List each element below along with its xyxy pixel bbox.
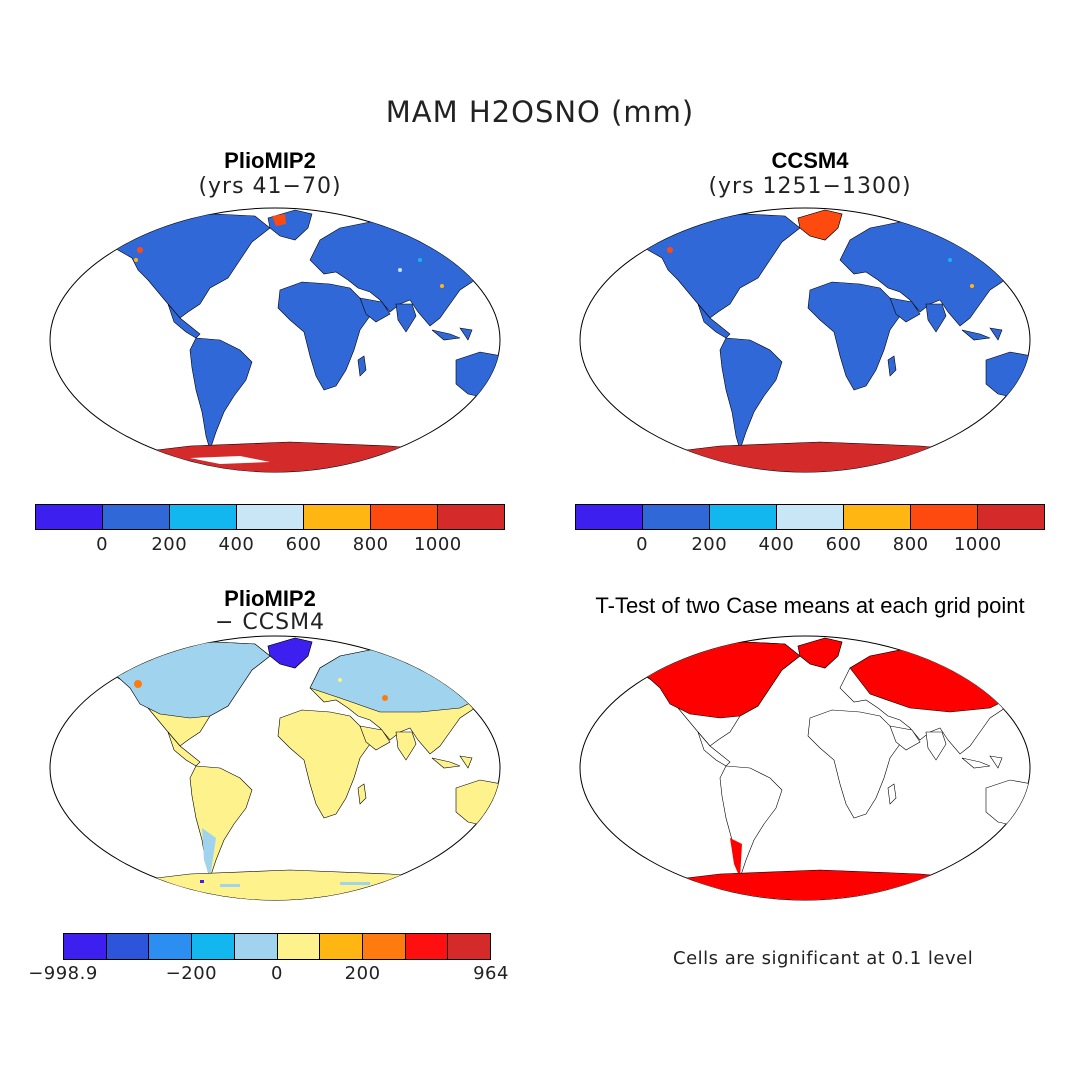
colorbar1-swatch-1 <box>103 505 170 529</box>
colorbar1-swatch-0 <box>36 505 103 529</box>
colorbar2-tick-label: 0 <box>636 534 649 555</box>
colorbar3-swatch-0 <box>64 934 107 959</box>
colorbar1-tick-label: 400 <box>218 534 255 555</box>
colorbar2-swatch-4 <box>844 505 911 529</box>
colorbar3-swatch-6 <box>320 934 363 959</box>
colorbar2-swatch-5 <box>911 505 978 529</box>
colorbar3-tick-label: 964 <box>473 963 509 984</box>
colorbar1-swatch-2 <box>170 505 237 529</box>
panel1-subtitle: (yrs 41−70) <box>198 174 342 199</box>
panel2-subtitle: (yrs 1251−1300) <box>708 174 912 199</box>
colorbar2-swatch-6 <box>978 505 1044 529</box>
colorbar3-swatch-2 <box>149 934 193 959</box>
significance-note: Cells are significant at 0.1 level <box>673 948 974 969</box>
panel2-map <box>579 207 1031 473</box>
colorbar-panel2 <box>575 504 1045 530</box>
colorbar1-swatch-4 <box>304 505 371 529</box>
panel3-subtitle: − CCSM4 <box>214 610 326 635</box>
panel4-map <box>579 635 1031 901</box>
colorbar2-tick-label: 1000 <box>953 534 1002 555</box>
colorbar-panel1 <box>35 504 505 530</box>
colorbar1-tick-label: 1000 <box>413 534 462 555</box>
colorbar1-swatch-5 <box>371 505 438 529</box>
panel1-title: PlioMIP2 <box>224 148 316 173</box>
colorbar1-swatch-6 <box>438 505 504 529</box>
panel1-map <box>49 207 501 473</box>
colorbar2-swatch-3 <box>777 505 844 529</box>
colorbar2-swatch-1 <box>643 505 710 529</box>
colorbar2-swatch-2 <box>710 505 777 529</box>
panel3-title: PlioMIP2 <box>224 586 316 611</box>
colorbar1-tick-label: 800 <box>352 534 389 555</box>
panel4-title: T-Test of two Case means at each grid po… <box>595 593 1025 618</box>
colorbar3-tick-label: −200 <box>165 963 218 984</box>
colorbar1-tick-label: 0 <box>96 534 109 555</box>
colorbar2-tick-label: 200 <box>691 534 728 555</box>
colorbar3-swatch-5 <box>277 934 321 959</box>
colorbar3-swatch-7 <box>362 934 406 959</box>
panel3-map <box>49 635 501 901</box>
panel2-title: CCSM4 <box>771 148 849 173</box>
colorbar2-swatch-0 <box>576 505 643 529</box>
colorbar1-swatch-3 <box>237 505 304 529</box>
colorbar-difference <box>63 933 491 960</box>
colorbar3-swatch-3 <box>192 934 235 959</box>
colorbar3-tick-label: 200 <box>344 963 381 984</box>
colorbar1-tick-label: 600 <box>285 534 322 555</box>
colorbar3-swatch-8 <box>405 934 449 959</box>
colorbar3-tick-label: 0 <box>271 963 283 984</box>
colorbar2-tick-label: 600 <box>825 534 862 555</box>
colorbar3-tick-label: −998.9 <box>28 963 98 984</box>
colorbar3-swatch-9 <box>448 934 491 959</box>
figure-title: MAM H2OSNO (mm) <box>385 95 695 129</box>
colorbar2-tick-label: 400 <box>758 534 795 555</box>
colorbar1-tick-label: 200 <box>151 534 188 555</box>
colorbar3-swatch-4 <box>234 934 278 959</box>
colorbar2-tick-label: 800 <box>892 534 929 555</box>
colorbar3-swatch-1 <box>106 934 150 959</box>
